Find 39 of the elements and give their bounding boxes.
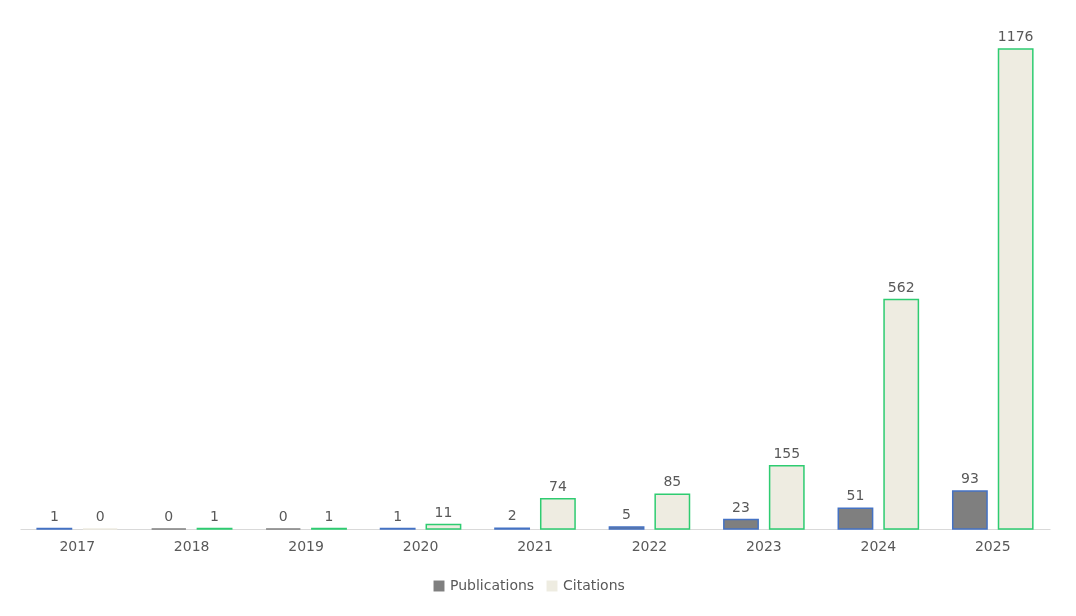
data-label: 51 bbox=[846, 487, 865, 504]
data-label: 93 bbox=[960, 470, 979, 487]
data-label: 1 bbox=[210, 507, 220, 524]
data-label: 23 bbox=[732, 498, 750, 515]
bar bbox=[539, 498, 576, 530]
data-label: 11 bbox=[434, 503, 453, 520]
data-label: 155 bbox=[773, 444, 801, 461]
bar bbox=[723, 518, 759, 530]
data-label: 5 bbox=[622, 505, 632, 522]
data-label: 1 bbox=[49, 507, 59, 524]
x-tick-label: 2024 bbox=[860, 537, 897, 554]
x-tick-label: 2018 bbox=[173, 537, 210, 554]
data-label: 1176 bbox=[997, 28, 1034, 44]
x-tick-label: 2019 bbox=[288, 537, 324, 554]
data-label: 74 bbox=[548, 477, 567, 494]
legend-label: Citations bbox=[563, 577, 625, 593]
bar bbox=[654, 493, 691, 530]
data-label: 0 bbox=[95, 508, 105, 524]
x-tick-label: 2022 bbox=[631, 537, 668, 554]
bar bbox=[837, 507, 874, 530]
data-label: 0 bbox=[164, 508, 174, 524]
bar bbox=[997, 48, 1034, 530]
data-label: 1 bbox=[324, 507, 334, 524]
data-label: 562 bbox=[887, 278, 915, 295]
x-tick-label: 2025 bbox=[974, 537, 1011, 554]
bar bbox=[951, 490, 988, 530]
bar bbox=[425, 523, 462, 530]
x-tick-label: 2021 bbox=[517, 537, 553, 554]
x-tick-label: 2023 bbox=[746, 537, 782, 554]
bar bbox=[768, 464, 805, 530]
x-tick-label: 2020 bbox=[402, 537, 439, 554]
data-label: 2 bbox=[507, 507, 517, 524]
bar bbox=[608, 526, 645, 530]
data-label: 85 bbox=[663, 473, 682, 490]
legend-label: Publications bbox=[450, 577, 535, 593]
x-tick-label: 2017 bbox=[59, 537, 96, 554]
bar bbox=[883, 298, 920, 530]
data-label: 1 bbox=[393, 507, 403, 524]
data-label: 0 bbox=[278, 508, 288, 524]
